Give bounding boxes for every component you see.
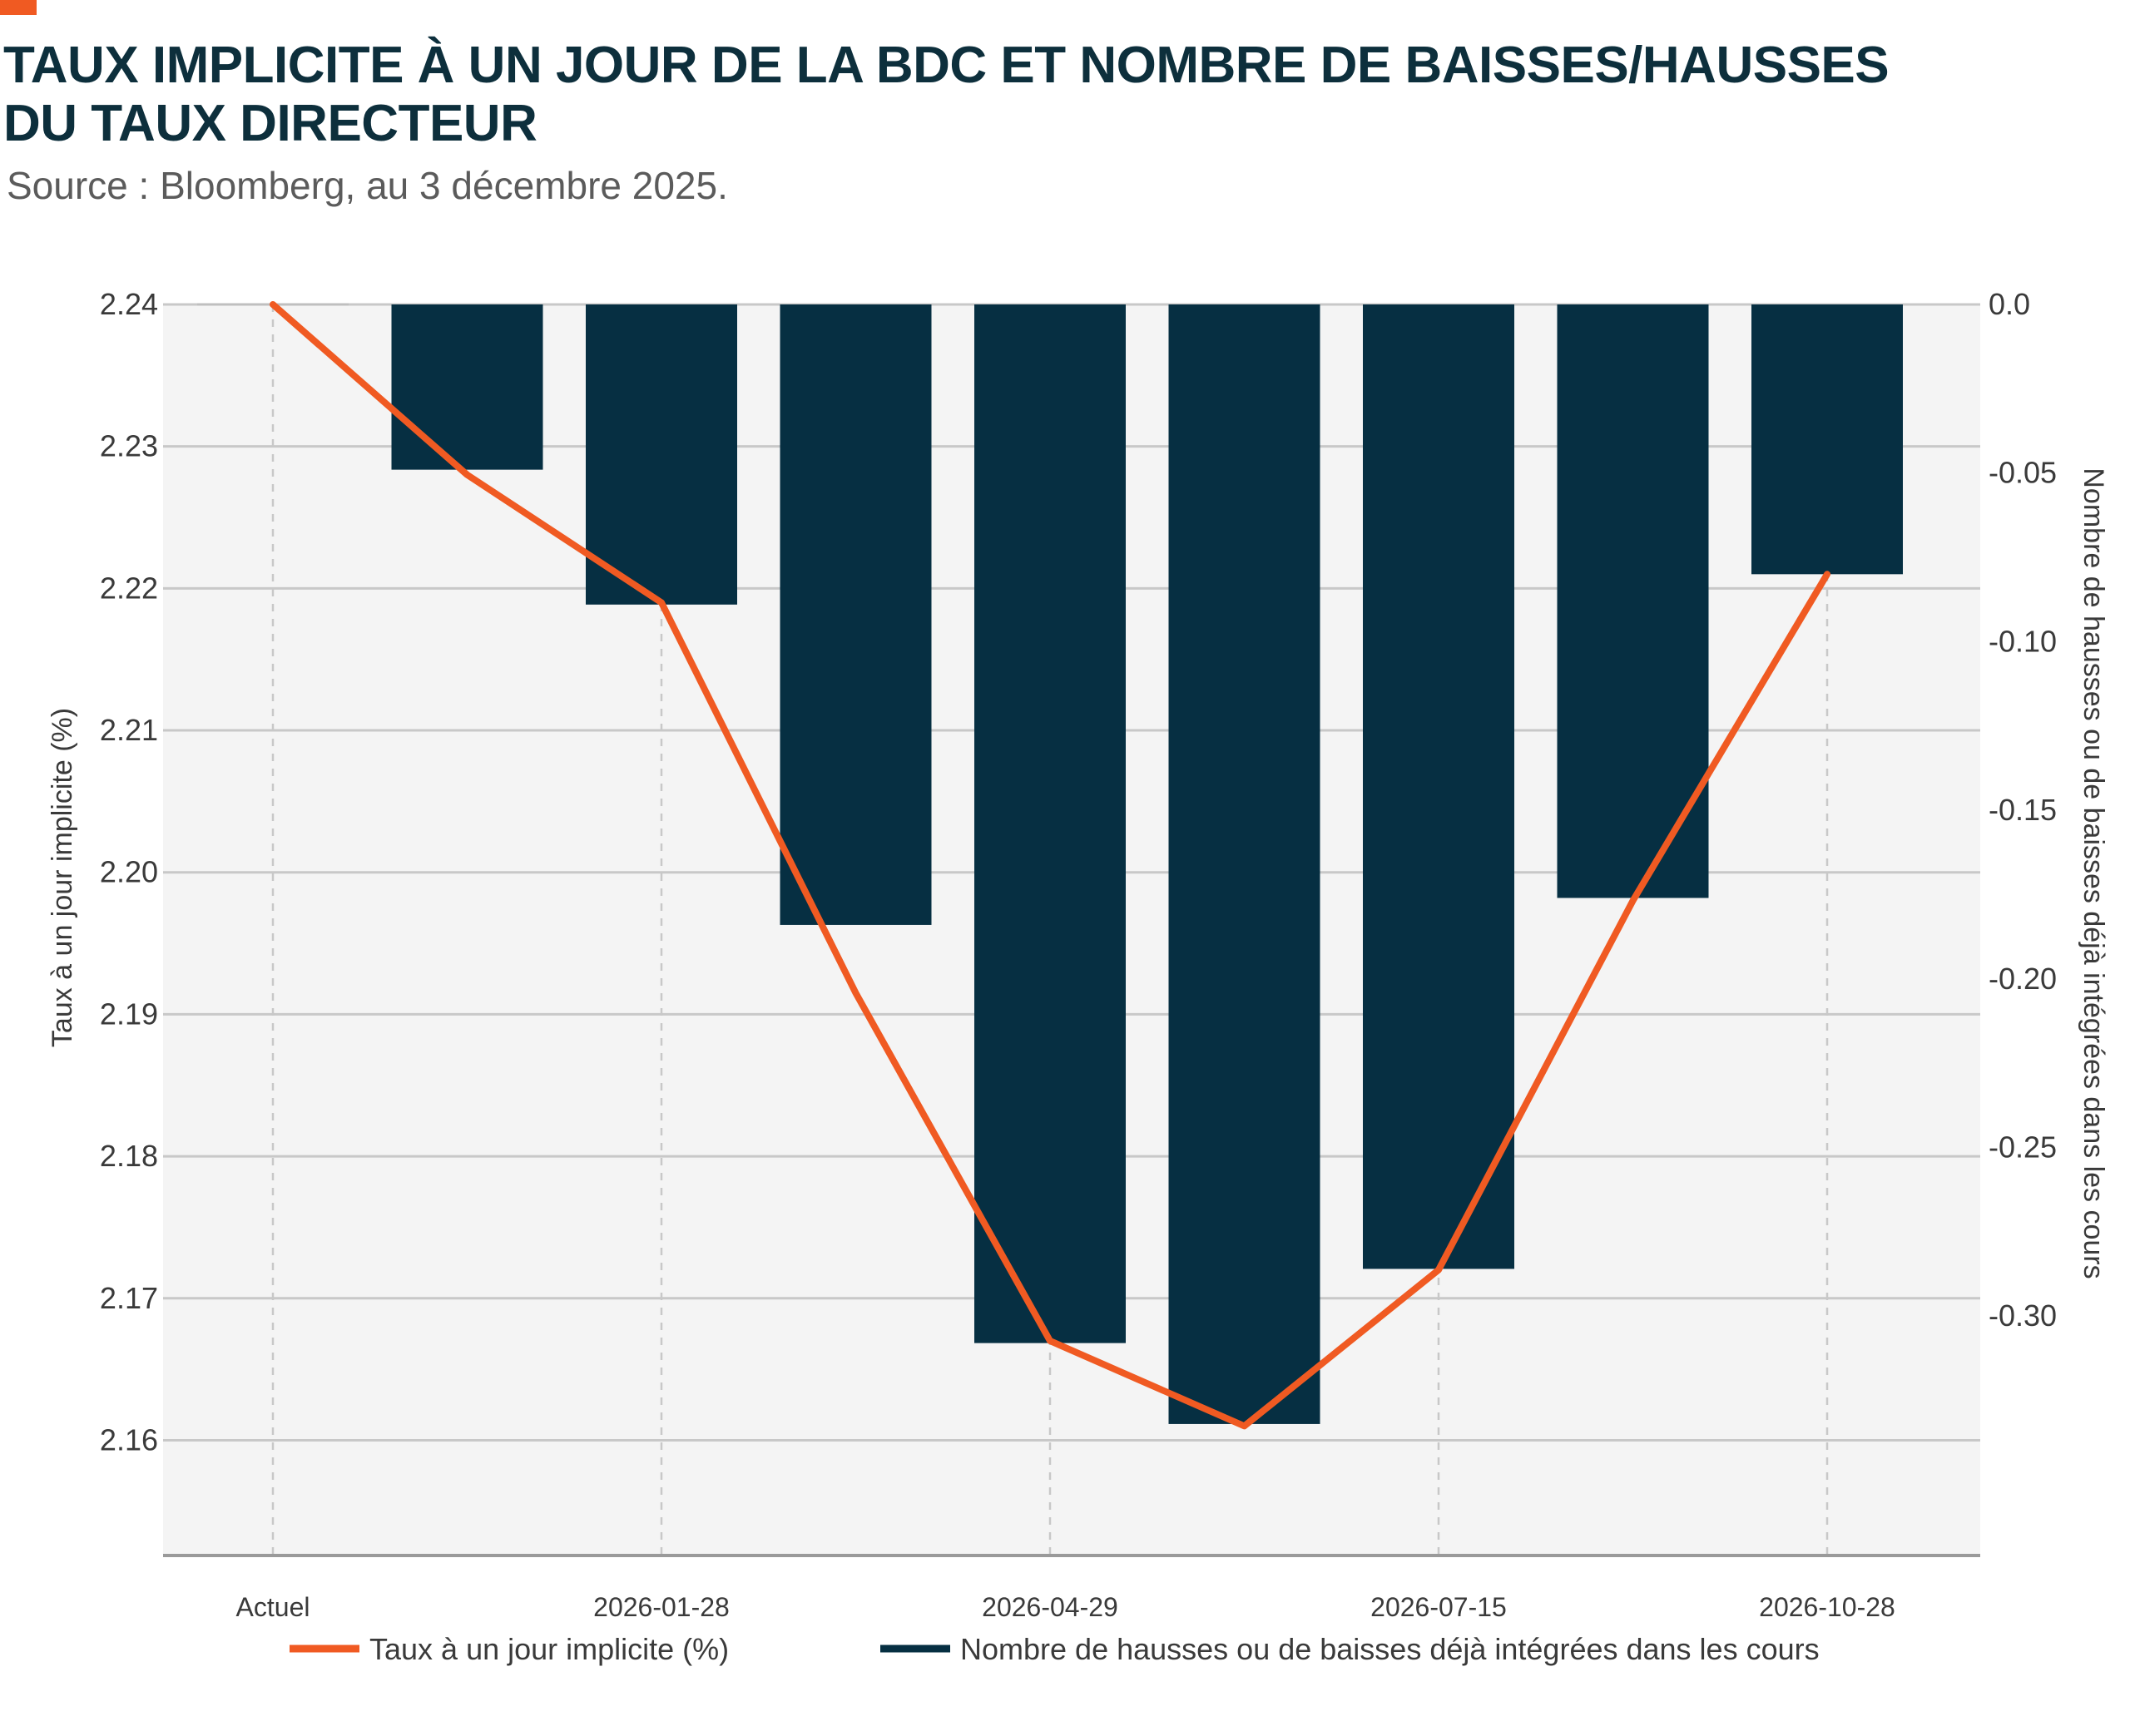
left-axis-tick-label: 2.24	[100, 287, 158, 321]
x-axis-tick-label: 2026-07-15	[1370, 1592, 1507, 1622]
right-axis-tick-label: -0.10	[1989, 624, 2057, 658]
x-axis-tick-label: 2026-10-28	[1759, 1592, 1895, 1622]
right-axis-tick-label: -0.15	[1989, 793, 2057, 827]
bar	[1168, 304, 1320, 1424]
chart-title: TAUX IMPLICITE À UN JOUR DE LA BDC ET NO…	[3, 37, 2100, 153]
left-axis-tick-label: 2.19	[100, 997, 158, 1031]
right-axis-tick-label: -0.05	[1989, 456, 2057, 490]
left-axis-tick-label: 2.16	[100, 1422, 158, 1457]
bar	[586, 304, 737, 605]
left-axis-title: Taux à un jour implicite (%)	[47, 708, 78, 1047]
bar	[780, 304, 932, 925]
legend-label-line: Taux à un jour implicite (%)	[369, 1632, 729, 1666]
left-axis-tick-label: 2.22	[100, 571, 158, 605]
bar	[1363, 304, 1514, 1269]
left-axis-tick-label: 2.23	[100, 429, 158, 463]
right-axis-tick-label: -0.30	[1989, 1298, 2057, 1333]
legend-label-bar: Nombre de hausses ou de baisses déjà int…	[960, 1632, 1820, 1666]
right-axis-title: Nombre de hausses ou de baisses déjà int…	[2078, 467, 2109, 1279]
bar	[1751, 304, 1903, 575]
x-axis-tick-label: 2026-01-28	[593, 1592, 730, 1622]
right-axis-tick-label: 0.0	[1989, 287, 2030, 321]
bar	[974, 304, 1126, 1343]
right-axis-tick-label: -0.20	[1989, 962, 2057, 996]
chart-title-line-2: DU TAUX DIRECTEUR	[3, 95, 537, 152]
left-axis-tick-label: 2.20	[100, 855, 158, 889]
right-axis-tick-label: -0.25	[1989, 1130, 2057, 1164]
chart-title-line-1: TAUX IMPLICITE À UN JOUR DE LA BDC ET NO…	[3, 37, 1890, 94]
x-axis-tick-label: Actuel	[236, 1592, 310, 1622]
left-axis-tick-label: 2.18	[100, 1139, 158, 1173]
left-axis-tick-label: 2.21	[100, 713, 158, 747]
left-axis-tick-label: 2.17	[100, 1281, 158, 1315]
bar	[1557, 304, 1709, 898]
line-series	[270, 301, 1830, 1430]
x-axis-tick-label: 2026-04-29	[982, 1592, 1118, 1622]
chart-source: Source : Bloomberg, au 3 décembre 2025.	[7, 164, 728, 207]
accent-bar	[0, 0, 37, 15]
bar	[391, 304, 543, 470]
